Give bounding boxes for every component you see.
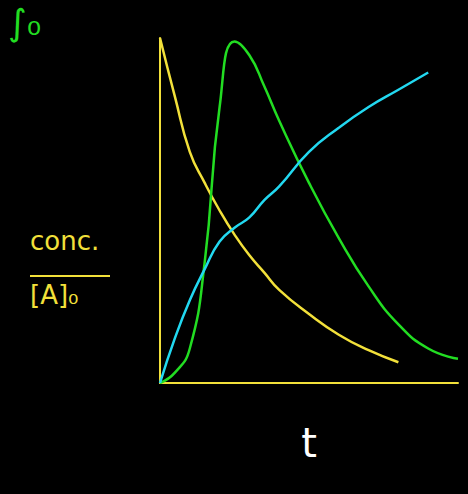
svg-text:conc.: conc.	[30, 226, 99, 256]
svg-text:[A]₀: [A]₀	[30, 280, 79, 310]
svg-text:∫₀: ∫₀	[8, 2, 41, 43]
svg-text:t: t	[301, 420, 317, 466]
